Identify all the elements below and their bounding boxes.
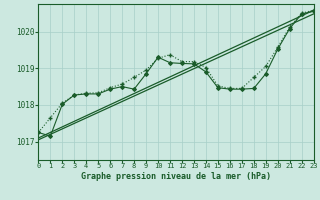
X-axis label: Graphe pression niveau de la mer (hPa): Graphe pression niveau de la mer (hPa)	[81, 172, 271, 181]
